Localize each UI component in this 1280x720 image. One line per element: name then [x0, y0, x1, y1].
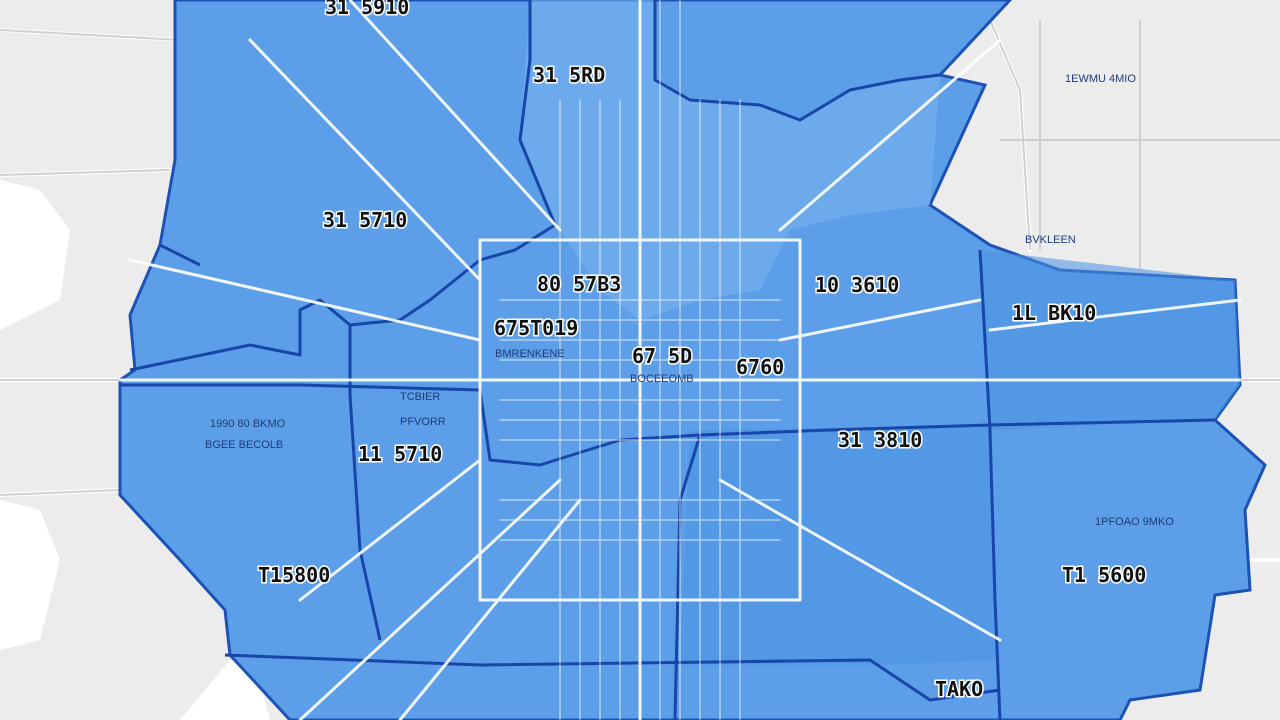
district-border: [159, 243, 1001, 702]
minor-street: [499, 0, 781, 720]
street-label: 1EWMU 4MIO: [1065, 73, 1136, 85]
district-label: T15800: [258, 563, 330, 587]
district-label: 31 3810: [838, 428, 922, 452]
district-area: [680, 250, 1240, 665]
district-label: 80 57B3: [537, 272, 621, 296]
district-label: 6760: [736, 355, 784, 379]
district-label: 31 5710: [323, 208, 407, 232]
street-labels: 1990 80 BKMO BGEE BECOLB TCBIER PFVORR B…: [205, 73, 1174, 528]
city-streets: [118, 0, 1242, 720]
district-label: 1L BK10: [1012, 301, 1096, 325]
district-label: 67 5D: [632, 344, 692, 368]
street-label: 1990 80 BKMO: [210, 418, 286, 430]
district-labels: 31 5910 31 5RD 31 5710 80 57B3 10 3610 6…: [257, 0, 1148, 703]
street-edge: [0, 19, 1280, 496]
street-label: PFVORR: [400, 416, 446, 428]
street-label: TCBIER: [400, 391, 440, 403]
district-label: T1 5600: [1062, 563, 1146, 587]
street-label: BMRENKENE: [495, 348, 565, 360]
street-label: BOCEEOMB: [630, 373, 694, 385]
park: [0, 180, 270, 720]
district-label: 10 3610: [815, 273, 899, 297]
street-label: BVKLEEN: [1025, 234, 1076, 246]
district-label: 31 5RD: [533, 63, 605, 87]
district-label: 675T019: [494, 316, 578, 340]
district-label: TAKO: [935, 677, 983, 701]
street-label: 1PFOAO 9MKO: [1095, 516, 1174, 528]
district-border: [653, 0, 941, 122]
district-label: 11 5710: [358, 442, 442, 466]
street-label: BGEE BECOLB: [205, 439, 283, 451]
district-border: [129, 0, 557, 372]
district-label: 31 5910: [325, 0, 409, 19]
outer-streets: [0, 18, 1280, 720]
